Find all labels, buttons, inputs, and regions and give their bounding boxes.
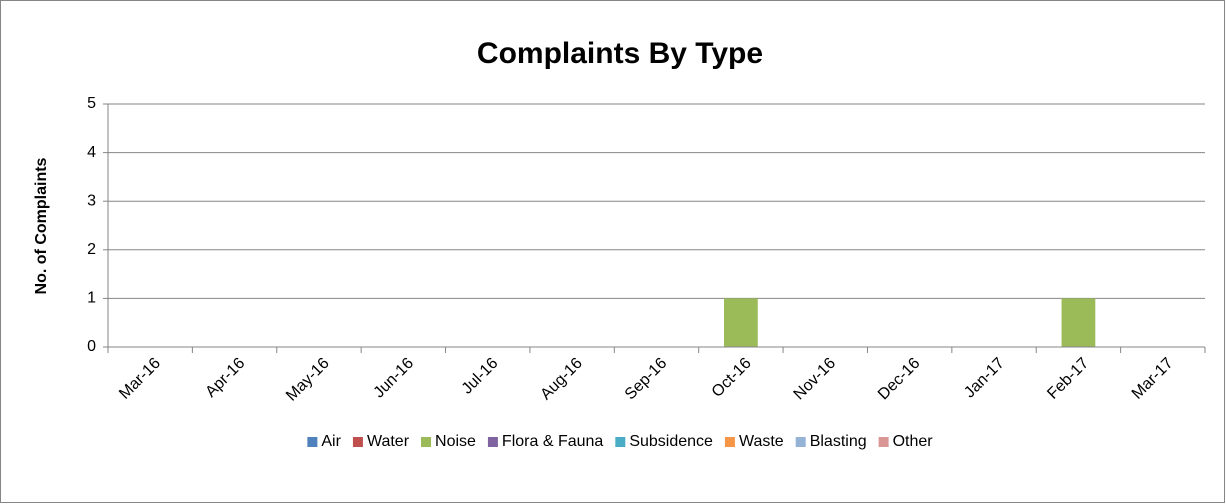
legend-swatch <box>487 437 498 447</box>
legend-item: Blasting <box>795 433 867 450</box>
legend-label: Other <box>893 433 934 450</box>
legend-label: Air <box>321 433 341 450</box>
legend-label: Waste <box>739 433 784 450</box>
y-tick-label: 0 <box>87 338 96 355</box>
legend-swatch <box>615 437 626 447</box>
y-tick-label: 2 <box>87 241 96 258</box>
legend-label: Noise <box>435 433 476 450</box>
chart-title: Complaints By Type <box>477 37 763 70</box>
legend-swatch <box>724 437 735 447</box>
legend-label: Flora & Fauna <box>502 433 603 450</box>
legend-item: Flora & Fauna <box>487 433 603 450</box>
legend-label: Blasting <box>810 433 867 450</box>
legend-item: Noise <box>421 433 476 450</box>
legend-swatch <box>352 437 363 447</box>
legend-item: Waste <box>724 433 784 450</box>
bar <box>724 298 758 347</box>
legend-swatch <box>795 437 806 447</box>
legend-item: Subsidence <box>615 433 713 450</box>
legend-item: Water <box>352 433 410 450</box>
y-tick-label: 5 <box>87 95 96 112</box>
legend-item: Air <box>307 433 342 450</box>
legend-swatch <box>421 437 432 447</box>
y-axis-label: No. of Complaints <box>33 157 50 294</box>
legend-item: Other <box>878 433 934 450</box>
legend-swatch <box>307 437 318 447</box>
y-tick-label: 4 <box>87 144 96 161</box>
legend-label: Subsidence <box>629 433 713 450</box>
bar <box>1061 298 1096 347</box>
legend-label: Water <box>367 433 410 450</box>
y-tick-label: 3 <box>87 192 96 209</box>
legend-swatch <box>878 437 889 447</box>
y-tick-label: 1 <box>87 290 96 307</box>
